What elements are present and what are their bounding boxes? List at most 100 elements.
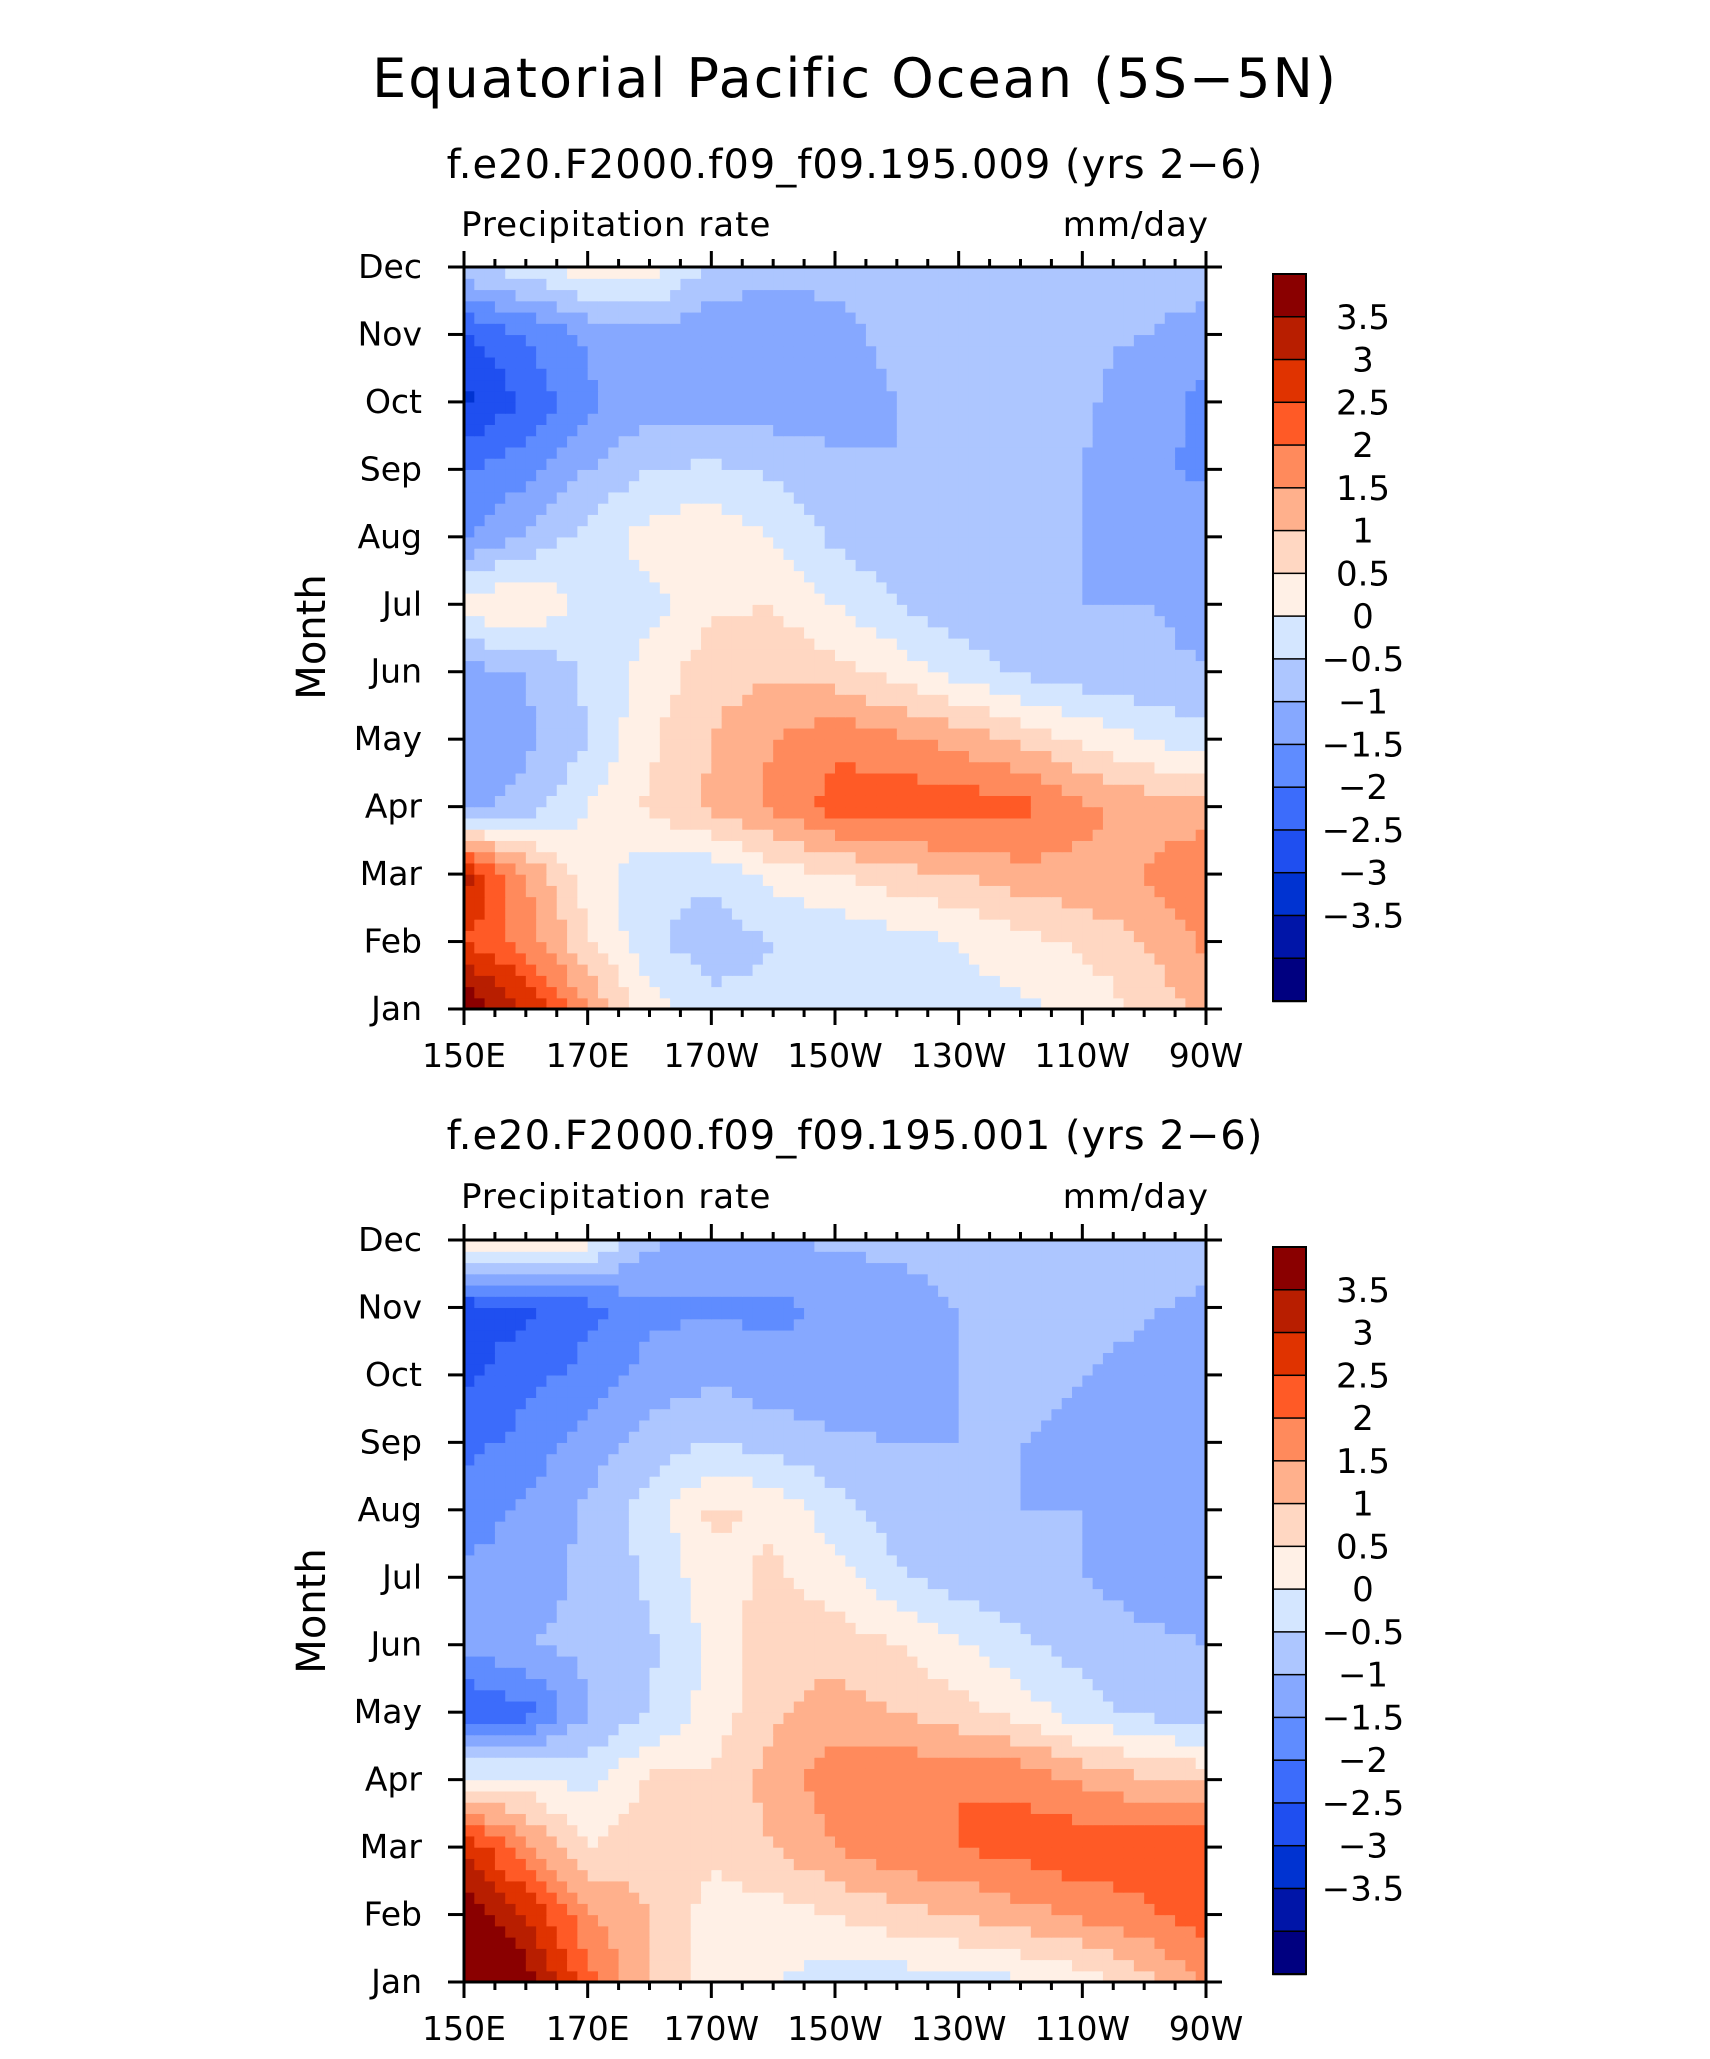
heatmap-cell [1164, 356, 1176, 369]
heatmap-cell [917, 750, 929, 763]
heatmap-cell [876, 795, 888, 808]
heatmap-cell [618, 424, 630, 437]
heatmap-cell [1195, 311, 1207, 324]
heatmap-cell [505, 469, 517, 482]
heatmap-cell [999, 739, 1011, 752]
heatmap-cell [979, 772, 991, 785]
heatmap-cell [464, 930, 475, 943]
heatmap-cell [515, 885, 527, 898]
heatmap-cell [680, 548, 692, 560]
heatmap-cell [1051, 806, 1063, 819]
heatmap-cell [1144, 345, 1156, 358]
heatmap-cell [505, 829, 517, 841]
heatmap-cell [804, 536, 815, 549]
heatmap-cell [845, 548, 857, 560]
heatmap-cell [855, 660, 867, 673]
heatmap-cell [814, 559, 826, 572]
heatmap-cell [1020, 536, 1032, 549]
heatmap-cell [762, 278, 774, 291]
heatmap-cell [814, 311, 826, 324]
heatmap-cell [680, 289, 692, 302]
heatmap-cell [494, 638, 506, 650]
heatmap-cell [999, 435, 1011, 448]
heatmap-cell [546, 874, 558, 886]
heatmap-cell [927, 514, 939, 527]
heatmap-cell [1175, 311, 1186, 324]
heatmap-cell [587, 817, 599, 830]
heatmap-cell [639, 761, 651, 774]
heatmap-cell [680, 930, 692, 943]
heatmap-cell [1175, 660, 1186, 673]
heatmap-cell [845, 671, 857, 684]
heatmap-cell [464, 503, 475, 515]
heatmap-cell [587, 626, 599, 639]
heatmap-cell [1154, 446, 1166, 459]
heatmap-cell [773, 570, 785, 583]
heatmap-cell [556, 997, 568, 1010]
heatmap-cell [474, 885, 486, 898]
heatmap-cell [1030, 413, 1042, 425]
heatmap-cell [587, 694, 599, 707]
heatmap-cell [608, 941, 620, 954]
heatmap-cell [680, 919, 692, 931]
heatmap-cell [1030, 671, 1042, 684]
heatmap-cell [1123, 964, 1135, 976]
heatmap-cell [927, 952, 939, 965]
heatmap-cell [1020, 874, 1032, 886]
heatmap-cell [1082, 851, 1094, 864]
heatmap-cell [536, 761, 548, 774]
heatmap-cell [649, 986, 661, 999]
heatmap-cell [865, 480, 877, 493]
heatmap-cell [989, 896, 1001, 909]
heatmap-cell [1164, 649, 1176, 662]
heatmap-cell [1041, 581, 1053, 594]
heatmap-cell [1144, 525, 1156, 538]
heatmap-cell [618, 975, 630, 988]
heatmap-cell [1164, 413, 1176, 425]
heatmap-cell [773, 829, 785, 841]
heatmap-cell [1164, 716, 1176, 729]
heatmap-cell [701, 356, 712, 369]
heatmap-cell [958, 334, 970, 347]
heatmap-cell [1123, 638, 1135, 650]
heatmap-cell [608, 536, 620, 549]
heatmap-cell [742, 1959, 754, 1972]
heatmap-cell [907, 435, 919, 448]
heatmap-cell [659, 829, 671, 841]
heatmap-cell [680, 570, 692, 583]
heatmap-cell [979, 267, 991, 279]
heatmap-cell [938, 626, 949, 639]
heatmap-cell [1082, 739, 1094, 752]
heatmap-cell [597, 930, 609, 943]
heatmap-cell [649, 323, 661, 336]
heatmap-cell [1102, 593, 1114, 605]
heatmap-cell [1123, 930, 1135, 943]
heatmap-cell [835, 1970, 846, 1983]
heatmap-cell [783, 525, 795, 538]
heatmap-cell [1082, 300, 1094, 313]
heatmap-cell [1133, 581, 1145, 594]
heatmap-cell [752, 761, 764, 774]
heatmap-cell [1082, 413, 1094, 425]
heatmap-cell [762, 401, 774, 414]
heatmap-cell [814, 345, 826, 358]
heatmap-cell [639, 896, 651, 909]
heatmap-cell [958, 300, 970, 313]
heatmap-cell [1102, 997, 1114, 1010]
heatmap-cell [639, 885, 651, 898]
heatmap-cell [958, 885, 970, 898]
heatmap-cell [989, 379, 1001, 392]
heatmap-cell [1175, 1970, 1186, 1983]
heatmap-cell [742, 716, 754, 729]
heatmap-cell [793, 626, 805, 639]
heatmap-cell [999, 941, 1011, 954]
heatmap-cell [639, 660, 651, 673]
heatmap-cell [505, 997, 517, 1010]
heatmap-cell [1010, 1970, 1022, 1983]
heatmap-cell [1092, 525, 1104, 538]
heatmap-cell [1144, 840, 1156, 853]
heatmap-cell [1185, 997, 1197, 1010]
heatmap-cell [824, 885, 836, 898]
heatmap-cell [1185, 1970, 1197, 1983]
heatmap-cell [938, 514, 949, 527]
